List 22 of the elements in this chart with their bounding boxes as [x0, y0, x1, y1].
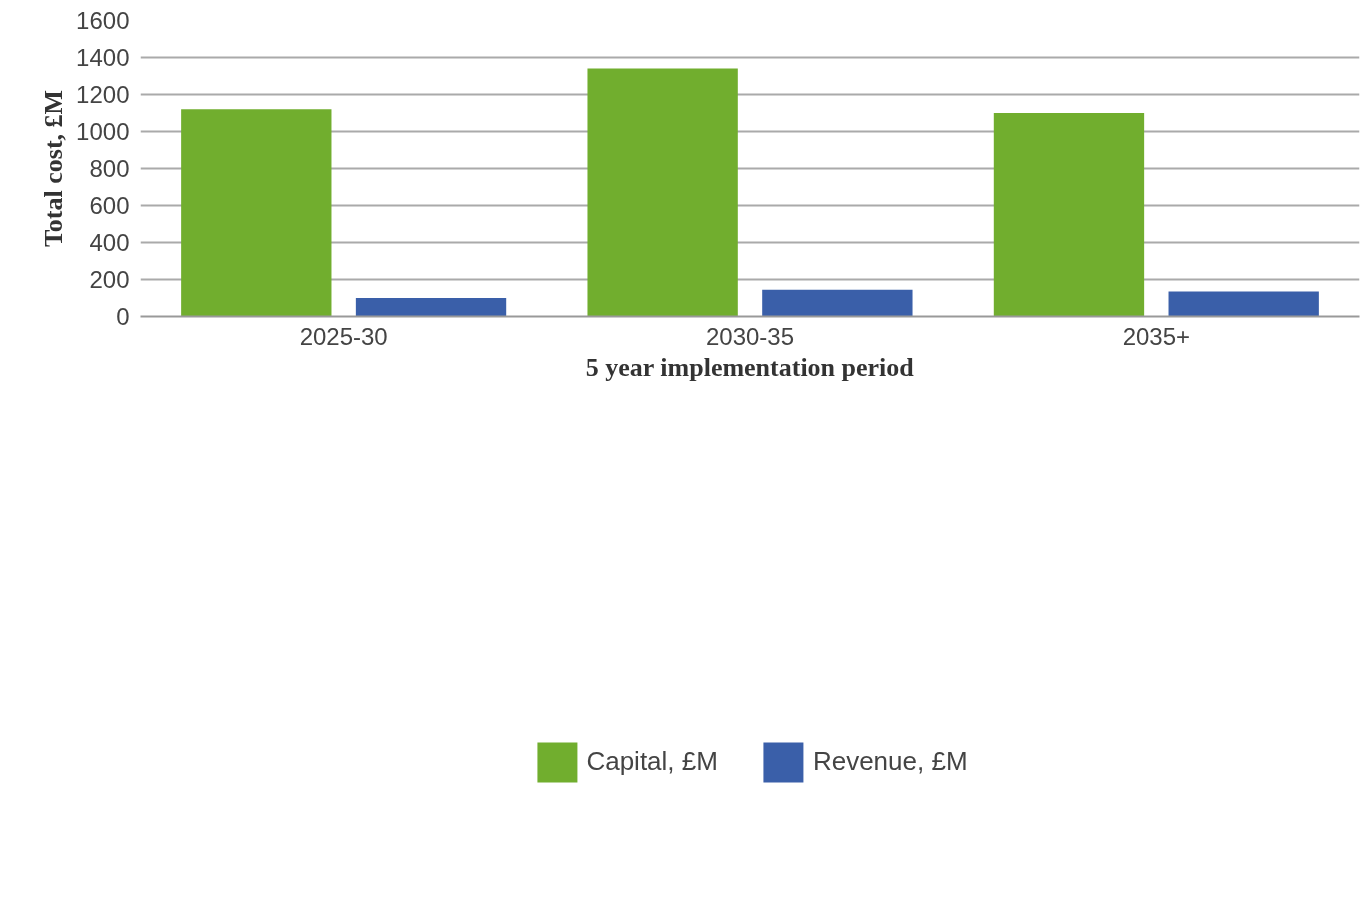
x-tick-label: 2030-35 — [705, 322, 795, 350]
y-tick-label: 1200 — [76, 81, 130, 108]
x-tick-label: 2035+ — [1122, 322, 1191, 350]
bar — [355, 298, 507, 317]
x-axis-title: 5 year implementation period — [585, 352, 915, 382]
legend-label: Capital, £M — [586, 746, 718, 777]
bar — [762, 289, 913, 317]
y-tick-label: 400 — [89, 229, 130, 256]
bar — [587, 68, 738, 317]
y-tick-label: 1600 — [76, 7, 130, 34]
bar — [181, 109, 332, 317]
y-tick-label: 800 — [89, 155, 130, 182]
y-tick-label: 0 — [116, 303, 130, 330]
y-tick-label: 1000 — [76, 118, 130, 145]
y-axis-title: Total cost, £M — [39, 89, 69, 248]
bar — [1168, 291, 1319, 317]
x-tick-label: 2025-30 — [299, 322, 388, 350]
legend-label: Revenue, £M — [812, 746, 968, 777]
bar — [993, 113, 1145, 317]
y-tick-label: 1400 — [76, 44, 130, 71]
y-tick-label: 200 — [89, 266, 130, 293]
y-tick-label: 600 — [89, 192, 130, 219]
